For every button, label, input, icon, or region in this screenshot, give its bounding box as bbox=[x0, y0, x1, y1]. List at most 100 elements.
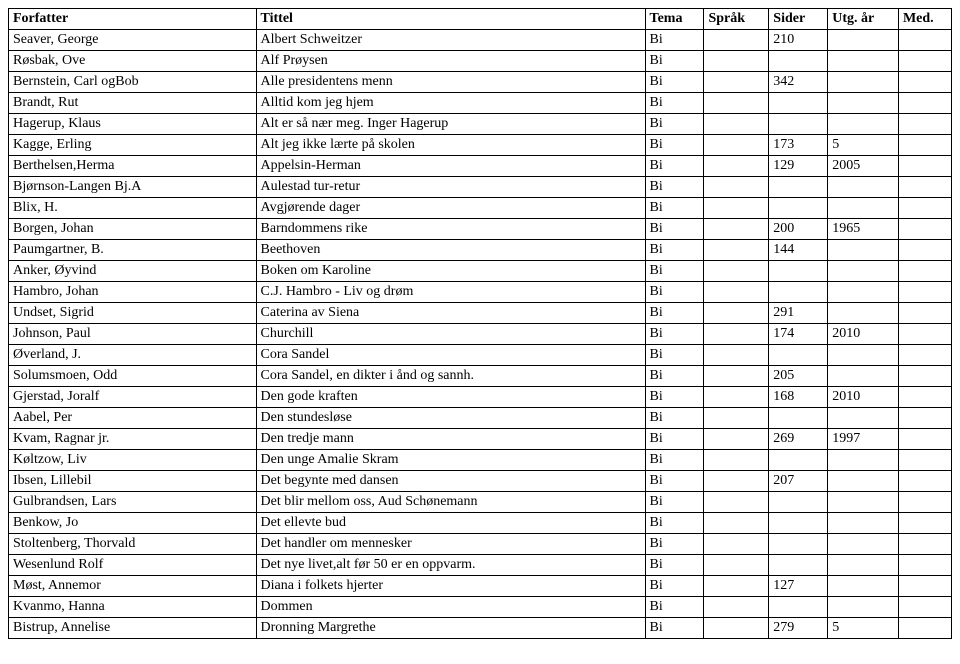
table-cell: Bi bbox=[645, 492, 704, 513]
table-cell: Bi bbox=[645, 156, 704, 177]
table-cell: 205 bbox=[769, 366, 828, 387]
table-row: Kvanmo, HannaDommenBi bbox=[9, 597, 952, 618]
table-cell bbox=[898, 282, 951, 303]
table-cell: 174 bbox=[769, 324, 828, 345]
table-cell bbox=[769, 282, 828, 303]
table-cell bbox=[704, 576, 769, 597]
table-cell bbox=[898, 177, 951, 198]
table-cell bbox=[828, 492, 899, 513]
table-cell: Bi bbox=[645, 93, 704, 114]
table-cell bbox=[704, 345, 769, 366]
table-cell: Borgen, Johan bbox=[9, 219, 257, 240]
table-cell bbox=[704, 30, 769, 51]
table-cell bbox=[704, 156, 769, 177]
table-cell: Den stundesløse bbox=[256, 408, 645, 429]
table-row: Kvam, Ragnar jr.Den tredje mannBi2691997 bbox=[9, 429, 952, 450]
table-cell: 127 bbox=[769, 576, 828, 597]
table-cell: Kagge, Erling bbox=[9, 135, 257, 156]
table-cell bbox=[828, 513, 899, 534]
table-cell: 5 bbox=[828, 135, 899, 156]
table-cell: 2010 bbox=[828, 324, 899, 345]
table-cell bbox=[704, 429, 769, 450]
table-cell: Barndommens rike bbox=[256, 219, 645, 240]
table-cell: Berthelsen,Herma bbox=[9, 156, 257, 177]
table-cell: Bi bbox=[645, 261, 704, 282]
table-row: Brandt, RutAlltid kom jeg hjemBi bbox=[9, 93, 952, 114]
table-cell: Det blir mellom oss, Aud Schønemann bbox=[256, 492, 645, 513]
table-cell: Dommen bbox=[256, 597, 645, 618]
table-cell: Bi bbox=[645, 345, 704, 366]
table-cell bbox=[898, 534, 951, 555]
col-sprak: Språk bbox=[704, 9, 769, 30]
col-utgar: Utg. år bbox=[828, 9, 899, 30]
table-cell bbox=[828, 408, 899, 429]
table-cell bbox=[828, 366, 899, 387]
table-cell bbox=[769, 261, 828, 282]
table-cell: 173 bbox=[769, 135, 828, 156]
table-row: Bjørnson-Langen Bj.AAulestad tur-returBi bbox=[9, 177, 952, 198]
table-cell bbox=[898, 303, 951, 324]
table-cell: Bjørnson-Langen Bj.A bbox=[9, 177, 257, 198]
table-row: Blix, H.Avgjørende dagerBi bbox=[9, 198, 952, 219]
table-cell bbox=[704, 450, 769, 471]
table-cell: 129 bbox=[769, 156, 828, 177]
table-cell: Bi bbox=[645, 303, 704, 324]
table-cell bbox=[769, 345, 828, 366]
table-cell bbox=[704, 219, 769, 240]
table-cell: Køltzow, Liv bbox=[9, 450, 257, 471]
table-cell: 5 bbox=[828, 618, 899, 639]
table-cell bbox=[898, 597, 951, 618]
table-cell: Hambro, Johan bbox=[9, 282, 257, 303]
table-cell bbox=[704, 135, 769, 156]
table-row: Hagerup, KlausAlt er så nær meg. Inger H… bbox=[9, 114, 952, 135]
table-cell: Kvanmo, Hanna bbox=[9, 597, 257, 618]
table-cell bbox=[828, 240, 899, 261]
table-cell: 2005 bbox=[828, 156, 899, 177]
table-cell bbox=[704, 408, 769, 429]
table-cell: Aabel, Per bbox=[9, 408, 257, 429]
table-cell: 144 bbox=[769, 240, 828, 261]
table-cell bbox=[828, 51, 899, 72]
table-row: Benkow, JoDet ellevte budBi bbox=[9, 513, 952, 534]
table-cell bbox=[828, 471, 899, 492]
table-cell: Churchill bbox=[256, 324, 645, 345]
table-cell: Hagerup, Klaus bbox=[9, 114, 257, 135]
table-cell bbox=[704, 492, 769, 513]
table-cell bbox=[769, 408, 828, 429]
table-cell bbox=[898, 51, 951, 72]
table-cell: C.J. Hambro - Liv og drøm bbox=[256, 282, 645, 303]
table-cell: Gjerstad, Joralf bbox=[9, 387, 257, 408]
table-cell: 207 bbox=[769, 471, 828, 492]
col-med: Med. bbox=[898, 9, 951, 30]
table-cell bbox=[769, 198, 828, 219]
table-cell bbox=[828, 177, 899, 198]
table-cell: Bi bbox=[645, 618, 704, 639]
table-cell: 1965 bbox=[828, 219, 899, 240]
table-cell: 269 bbox=[769, 429, 828, 450]
table-row: Undset, SigridCaterina av SienaBi291 bbox=[9, 303, 952, 324]
col-tittel: Tittel bbox=[256, 9, 645, 30]
table-cell: Paumgartner, B. bbox=[9, 240, 257, 261]
table-cell: Alf Prøysen bbox=[256, 51, 645, 72]
table-cell: Alt er så nær meg. Inger Hagerup bbox=[256, 114, 645, 135]
table-cell bbox=[898, 198, 951, 219]
table-cell: Johnson, Paul bbox=[9, 324, 257, 345]
table-cell bbox=[704, 261, 769, 282]
table-cell: Seaver, George bbox=[9, 30, 257, 51]
table-row: Bernstein, Carl ogBobAlle presidentens m… bbox=[9, 72, 952, 93]
table-cell: Bi bbox=[645, 408, 704, 429]
table-cell bbox=[898, 156, 951, 177]
table-cell bbox=[704, 282, 769, 303]
table-row: Ibsen, LillebilDet begynte med dansenBi2… bbox=[9, 471, 952, 492]
table-row: Stoltenberg, ThorvaldDet handler om menn… bbox=[9, 534, 952, 555]
table-cell bbox=[828, 282, 899, 303]
table-cell: 279 bbox=[769, 618, 828, 639]
table-cell: Ibsen, Lillebil bbox=[9, 471, 257, 492]
table-cell bbox=[898, 219, 951, 240]
table-cell bbox=[769, 597, 828, 618]
table-cell bbox=[769, 534, 828, 555]
table-cell bbox=[898, 576, 951, 597]
table-cell: Røsbak, Ove bbox=[9, 51, 257, 72]
table-cell: Bistrup, Annelise bbox=[9, 618, 257, 639]
table-cell bbox=[828, 345, 899, 366]
